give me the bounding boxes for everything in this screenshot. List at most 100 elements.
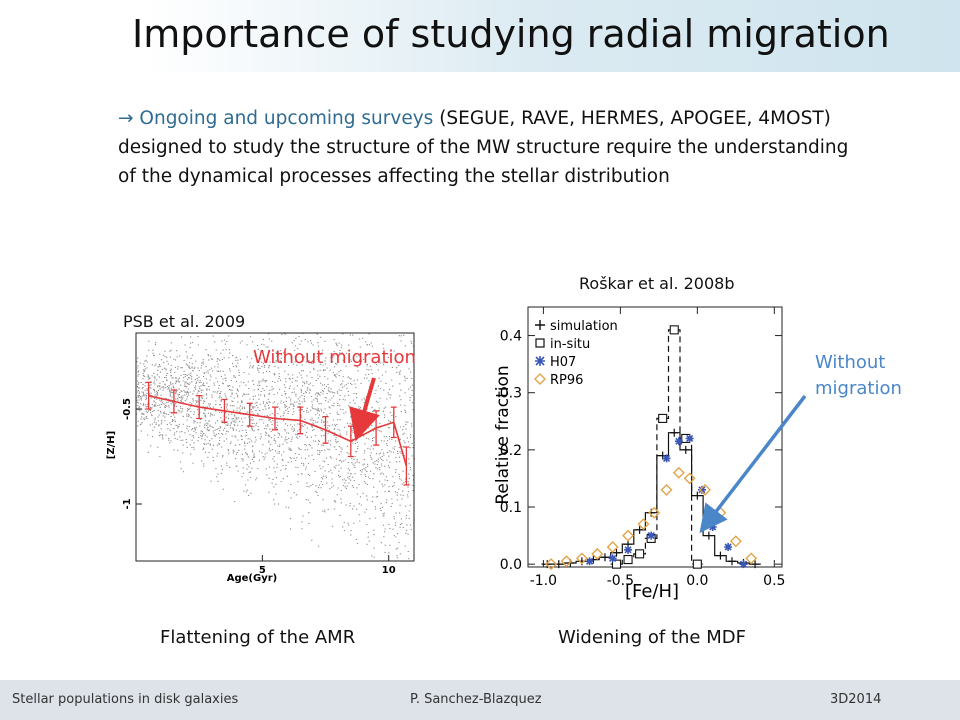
mdf-h07-point <box>739 560 748 569</box>
mdf-x-tick-label: 0.5 <box>763 573 785 589</box>
mdf-rp96-point <box>575 552 588 565</box>
bullet-line-3: of the dynamical processes affecting the… <box>118 166 670 187</box>
slide-title: Importance of studying radial migration <box>132 12 890 56</box>
legend-label: simulation <box>550 319 618 334</box>
amr-error-bar <box>221 398 228 423</box>
amr-mean-line <box>148 394 408 467</box>
amr-binned-mean <box>145 381 410 486</box>
amr-x-axis-label: Age(Gyr) <box>227 573 277 584</box>
footer-left: Stellar populations in disk galaxies <box>12 692 239 707</box>
footer-bar: Stellar populations in disk galaxies P. … <box>0 680 960 720</box>
mdf-h07-point <box>608 554 617 563</box>
mdf-in-situ-point <box>635 549 645 559</box>
mdf-rp96-point <box>637 518 650 531</box>
legend-square-icon <box>535 338 545 348</box>
title-band <box>0 0 960 72</box>
left-caption: Flattening of the AMR <box>160 627 356 648</box>
mdf-rp96-point <box>606 541 619 553</box>
mdf-x-tick-label: -0.5 <box>607 573 634 589</box>
amr-axes: 5 10 -0.5 -1 <box>122 332 415 576</box>
mdf-y-tick-label: 0.3 <box>500 386 522 402</box>
mdf-rp96-point <box>560 555 573 568</box>
mdf-rp96-point <box>729 535 742 548</box>
mdf-h07-point <box>585 557 594 566</box>
mdf-h07-point <box>662 454 671 463</box>
bullet-line-2: designed to study the structure of the M… <box>118 137 849 158</box>
mdf-h07-point <box>697 485 706 494</box>
mdf-rp96-point <box>648 506 661 519</box>
mdf-in-situ-point <box>611 559 622 569</box>
mdf-series <box>541 325 761 571</box>
footer-right: 3D2014 <box>830 692 882 707</box>
without-migration-line-2: migration <box>815 378 902 399</box>
mdf-h07-point <box>624 545 633 554</box>
without-migration-label-red: Without migration <box>253 347 416 368</box>
amr-error-bar <box>145 381 152 410</box>
legend-label: H07 <box>550 355 576 370</box>
mdf-in-situ-point <box>692 559 702 569</box>
mdf-h07-point <box>647 531 656 540</box>
legend-diamond-icon <box>534 373 546 385</box>
mdf-simulation-point <box>693 491 702 500</box>
mdf-chart: -1.0 -0.5 0.0 0.5 0.0 0.1 0.2 0.3 0.4 simulation… <box>493 306 785 602</box>
mdf-h07-point <box>724 543 733 551</box>
mdf-simulation-point <box>543 560 552 569</box>
legend-label: in-situ <box>550 337 590 352</box>
legend-label: RP96 <box>550 373 583 388</box>
amr-error-bar <box>170 389 177 414</box>
mdf-legend: simulation in-situ H07 RP96 <box>534 319 618 388</box>
mdf-in-situ-point <box>623 555 633 565</box>
mdf-simulation-point <box>704 531 713 540</box>
right-caption: Widening of the MDF <box>558 627 746 648</box>
amr-chart: 5 10 -0.5 -1 Age(Gyr) [Z/H] <box>106 332 416 584</box>
amr-error-bar <box>390 406 397 439</box>
mdf-simulation-point <box>716 551 725 560</box>
mdf-simulation-point <box>751 560 760 569</box>
amr-frame <box>135 332 415 562</box>
mdf-x-tick-label: 0.0 <box>686 573 708 589</box>
mdf-rp96-point <box>714 506 727 519</box>
amr-x-tick-label: 10 <box>382 565 396 576</box>
amr-x-tick-label: 5 <box>259 565 266 576</box>
bullet-highlight: Ongoing and upcoming surveys <box>139 108 434 129</box>
mdf-axes: -1.0 -0.5 0.0 0.5 0.0 0.1 0.2 0.3 0.4 <box>500 306 785 589</box>
mdf-simulation-point <box>600 553 609 562</box>
mdf-in-situ-point <box>658 413 668 423</box>
legend-plus-icon <box>535 320 545 330</box>
amr-scatter-points <box>136 332 416 560</box>
amr-error-bar <box>272 406 278 431</box>
mdf-rp96-point <box>622 529 635 542</box>
mdf-h07-point <box>708 523 717 531</box>
without-migration-line-1: Without <box>815 352 886 373</box>
amr-y-tick-label: -0.5 <box>122 398 133 420</box>
amr-error-bar <box>297 406 304 435</box>
bullet-surveys: (SEGUE, RAVE, HERMES, APOGEE, 4MOST) <box>439 108 831 129</box>
amr-error-bar <box>196 395 203 420</box>
mdf-simulation-point <box>681 445 690 454</box>
mdf-rp96-point <box>591 547 604 560</box>
without-migration-label-blue: Without migration <box>815 350 902 402</box>
amr-error-bar <box>347 425 354 458</box>
mdf-in-situ-hist <box>610 329 704 565</box>
footer-center: P. Sanchez-Blazquez <box>410 692 542 707</box>
left-citation: PSB et al. 2009 <box>123 312 246 331</box>
mdf-y-tick-label: 0.1 <box>500 500 522 516</box>
mdf-rp96-point <box>672 466 685 479</box>
mdf-h07-point <box>674 437 683 446</box>
mdf-simulation-point <box>670 428 679 437</box>
mdf-rp96-point <box>660 483 673 496</box>
amr-y-axis-label: [Z/H] <box>106 431 117 459</box>
amr-scatter-cloud <box>136 332 416 560</box>
mdf-in-situ-point <box>669 325 679 335</box>
mdf-rp96-point <box>683 472 696 485</box>
mdf-simulation-point <box>727 557 736 566</box>
amr-y-tick-label: -1 <box>122 498 133 509</box>
bullet-text: → Ongoing and upcoming surveys (SEGUE, R… <box>118 104 938 191</box>
arrow-icon: → <box>118 108 134 129</box>
amr-error-bar <box>322 415 329 444</box>
legend-star-icon <box>535 356 545 366</box>
right-citation: Roškar et al. 2008b <box>579 274 735 293</box>
mdf-x-axis-label: [Fe/H] <box>625 581 679 602</box>
mdf-y-tick-label: 0.4 <box>500 329 522 345</box>
mdf-simulation-point <box>635 525 644 534</box>
